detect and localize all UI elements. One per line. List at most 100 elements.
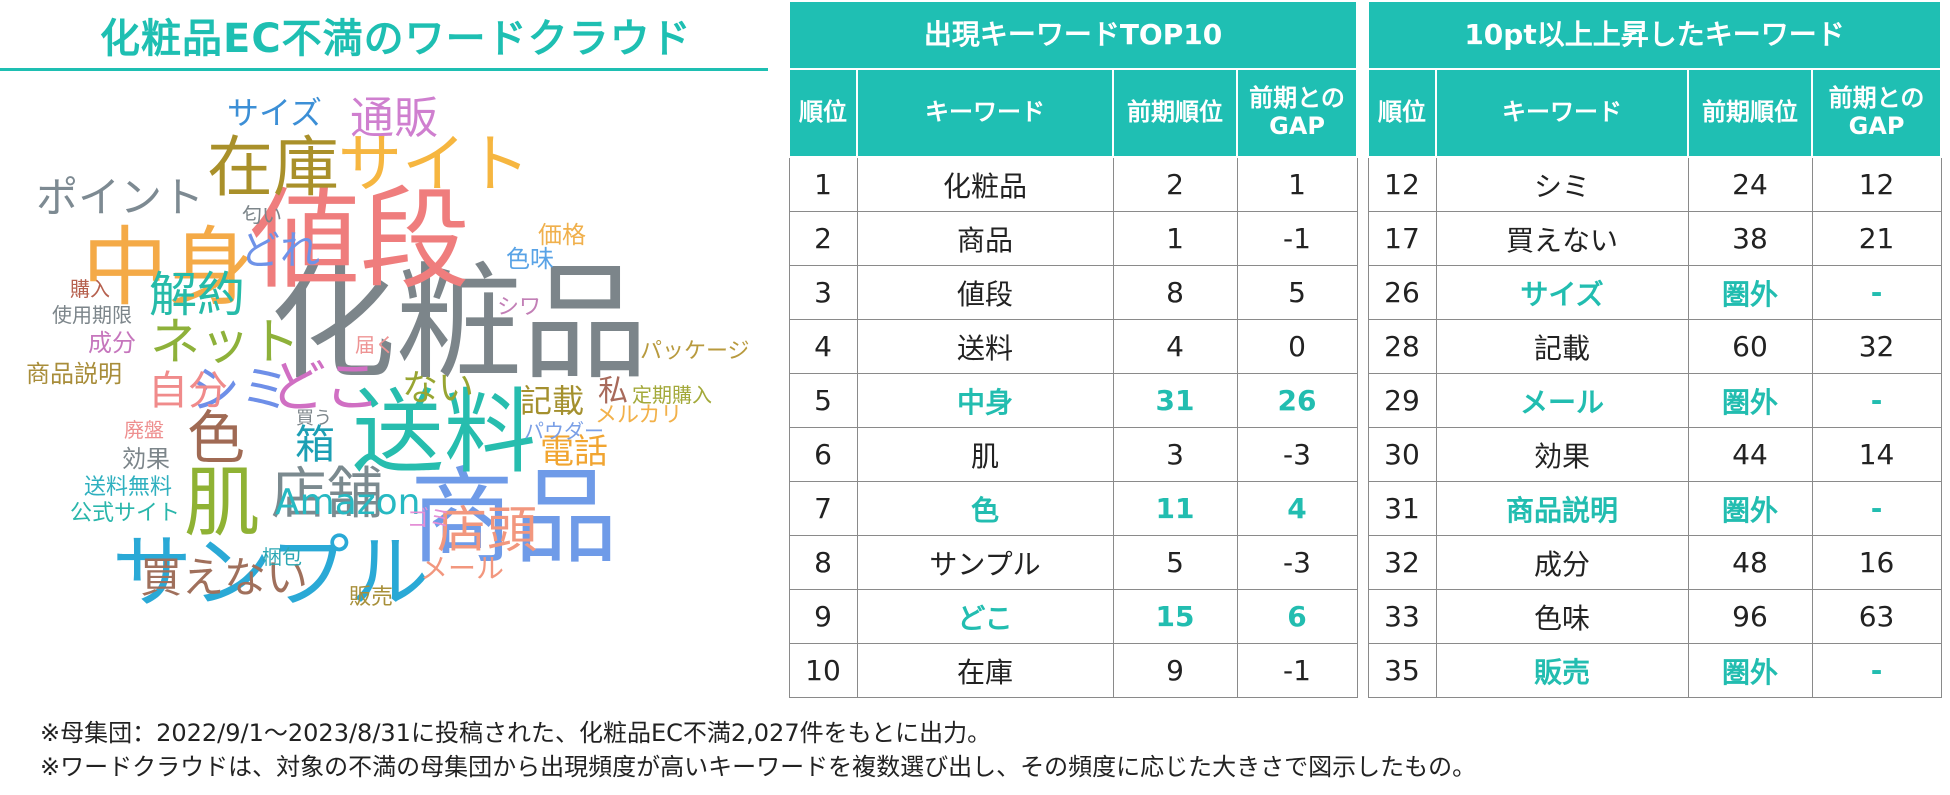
prev-rank-cell: 48	[1687, 535, 1813, 590]
table-row: 31 商品説明 圏外 -	[1367, 481, 1942, 536]
keyword-cell: 化粧品	[856, 156, 1114, 212]
gap-cell: 63	[1811, 589, 1942, 644]
gap-cell: 12	[1811, 156, 1942, 212]
rank-cell: 33	[1367, 589, 1437, 644]
keyword-cell: サイズ	[1435, 265, 1689, 320]
prev-rank-cell: 96	[1687, 589, 1813, 644]
cloud-word: メルカリ	[595, 403, 683, 428]
prev-rank-cell: 31	[1112, 373, 1238, 428]
cloud-word: 肌	[184, 458, 260, 547]
cloud-word: どれ	[240, 228, 320, 274]
word-cloud: 化粧品 値段 商品 送料 中身 サンプル 在庫 サイト肌色店舗 どこ シミ ネット 解約 通販 ポイント店…	[0, 75, 770, 715]
cloud-word: 店舗	[271, 462, 383, 527]
top10-col-header: 順位	[788, 68, 858, 158]
prev-rank-cell: 60	[1687, 319, 1813, 374]
keyword-cell: 在庫	[856, 643, 1114, 698]
cloud-word: サイト	[338, 128, 530, 202]
top10-table-body: 1 化粧品 2 1 2 商品 1 -1 3 値段 8 5 4 送料 4 0 5 中身 31 26 6 肌 3 -3 7 色 11 4 8…	[788, 156, 1358, 698]
prev-rank-cell: 4	[1112, 319, 1238, 374]
keyword-cell: メール	[1435, 373, 1689, 428]
cloud-word: 箱	[295, 422, 335, 468]
cloud-word: パッケージ	[640, 339, 750, 364]
prev-rank-cell: 38	[1687, 211, 1813, 266]
table-row: 17 買えない 38 21	[1367, 211, 1942, 266]
gap-cell: -1	[1236, 211, 1358, 266]
keyword-cell: 記載	[1435, 319, 1689, 374]
rank-cell: 32	[1367, 535, 1437, 590]
rank-cell: 3	[788, 265, 858, 320]
cloud-word: 中身	[82, 218, 254, 318]
table-row: 9 どこ 15 6	[788, 589, 1358, 644]
prev-rank-cell: 圏外	[1687, 373, 1813, 428]
table-row: 4 送料 4 0	[788, 319, 1358, 374]
cloud-word: ネット	[150, 313, 300, 371]
prev-rank-cell: 2	[1112, 156, 1238, 212]
gap-cell: 21	[1811, 211, 1942, 266]
rising-table-title: 10pt以上上昇したキーワード	[1366, 0, 1943, 70]
table-row: 5 中身 31 26	[788, 373, 1358, 428]
keyword-cell: 買えない	[1435, 211, 1689, 266]
rank-cell: 35	[1367, 643, 1437, 698]
cloud-word: 値段	[250, 176, 470, 304]
gap-cell: 4	[1236, 481, 1358, 536]
rank-cell: 2	[788, 211, 858, 266]
rank-cell: 31	[1367, 481, 1437, 536]
rank-cell: 17	[1367, 211, 1437, 266]
gap-cell: 5	[1236, 265, 1358, 320]
gap-cell: 14	[1811, 427, 1942, 482]
cloud-word: サンプル	[112, 526, 430, 619]
table-row: 28 記載 60 32	[1367, 319, 1942, 374]
gap-cell: 0	[1236, 319, 1358, 374]
cloud-word: ゴミ	[407, 507, 452, 532]
rank-cell: 12	[1367, 156, 1437, 212]
rank-cell: 1	[788, 156, 858, 212]
gap-cell: -3	[1236, 535, 1358, 590]
cloud-word: 梱包	[262, 545, 302, 569]
cloud-word: 電話	[540, 432, 608, 472]
cloud-word: 販売	[349, 585, 394, 610]
cloud-word: 成分	[88, 329, 136, 357]
prev-rank-cell: 5	[1112, 535, 1238, 590]
prev-rank-cell: 11	[1112, 481, 1238, 536]
cloud-word: 記載	[520, 382, 585, 420]
table-row: 8 サンプル 5 -3	[788, 535, 1358, 590]
table-row: 33 色味 96 63	[1367, 589, 1942, 644]
table-row: 29 メール 圏外 -	[1367, 373, 1942, 428]
cloud-word: パウダー	[524, 419, 604, 443]
cloud-word: 色	[187, 404, 246, 472]
rank-cell: 26	[1367, 265, 1437, 320]
rank-cell: 29	[1367, 373, 1437, 428]
cloud-word: サイズ	[227, 94, 323, 132]
gap-cell: -	[1811, 373, 1942, 428]
prev-rank-cell: 9	[1112, 643, 1238, 698]
table-row: 26 サイズ 圏外 -	[1367, 265, 1942, 320]
gap-cell: -	[1811, 481, 1942, 536]
cloud-word: 効果	[122, 445, 170, 473]
cloud-word: 公式サイト	[70, 501, 181, 526]
cloud-word: 解約	[149, 267, 246, 323]
table-row: 3 値段 8 5	[788, 265, 1358, 320]
keyword-cell: 商品	[856, 211, 1114, 266]
table-row: 35 販売 圏外 -	[1367, 643, 1942, 698]
table-row: 6 肌 3 -3	[788, 427, 1358, 482]
cloud-word: どこ	[270, 355, 381, 420]
cloud-word: ない	[402, 368, 475, 409]
cloud-word: シミ	[190, 361, 290, 419]
top10-col-header: 前期順位	[1112, 68, 1238, 158]
cloud-word: 送料無料	[84, 475, 173, 500]
cloud-word: 自分	[148, 368, 228, 414]
cloud-word: 商品	[410, 456, 619, 578]
prev-rank-cell: 1	[1112, 211, 1238, 266]
keyword-cell: 値段	[856, 265, 1114, 320]
wordcloud-title: 化粧品EC不満のワードクラウド	[100, 16, 692, 62]
prev-rank-cell: 15	[1112, 589, 1238, 644]
cloud-word: 定期購入	[632, 383, 712, 407]
cloud-word: 送料	[352, 379, 537, 486]
prev-rank-cell: 圏外	[1687, 481, 1813, 536]
cloud-word: 購入	[70, 277, 110, 301]
cloud-word: 化粧品	[270, 250, 648, 397]
cloud-word: 買う	[296, 408, 332, 429]
keyword-cell: シミ	[1435, 156, 1689, 212]
table-row: 10 在庫 9 -1	[788, 643, 1358, 698]
cloud-word: ポイント	[36, 173, 205, 222]
